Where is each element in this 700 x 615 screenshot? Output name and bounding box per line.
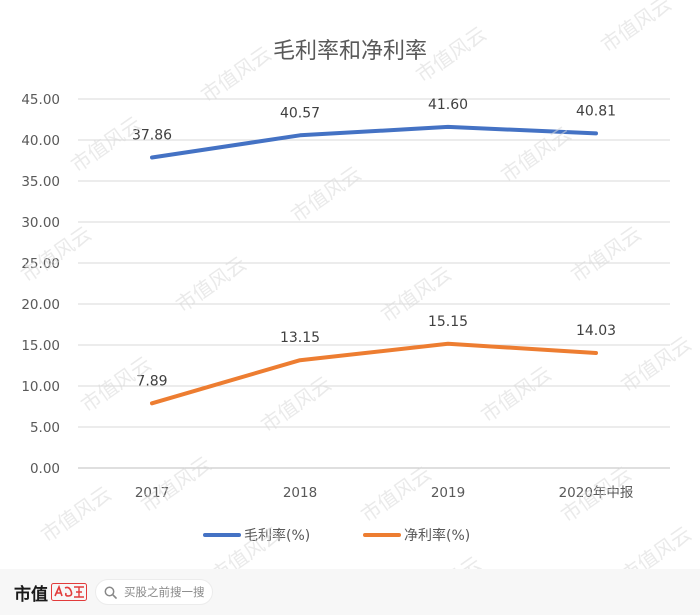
footer-bar: 市值 买股之前搜一搜 bbox=[0, 569, 700, 615]
y-tick-label: 45.00 bbox=[21, 92, 60, 108]
y-tick-label: 20.00 bbox=[21, 297, 60, 313]
series-line-1 bbox=[150, 124, 598, 160]
chart-title: 毛利率和净利率 bbox=[273, 39, 427, 64]
series-line-2 bbox=[150, 341, 598, 406]
search-icon bbox=[104, 585, 118, 599]
x-tick-label: 2020年中报 bbox=[559, 485, 634, 501]
y-tick-label: 15.00 bbox=[21, 338, 60, 354]
y-tick-label: 0.00 bbox=[30, 461, 60, 477]
legend-label: 毛利率(%) bbox=[244, 527, 310, 544]
chart-card: 毛利率和净利率 0.00 5.00 10.00 15.00 20.00 25.00 30.00… bbox=[0, 0, 700, 569]
y-tick-label: 5.00 bbox=[30, 420, 60, 436]
data-label: 40.81 bbox=[576, 103, 616, 119]
y-tick-label: 25.00 bbox=[21, 256, 60, 272]
data-label: 15.15 bbox=[428, 314, 468, 330]
x-tick-label: 2019 bbox=[431, 485, 465, 501]
y-tick-label: 35.00 bbox=[21, 174, 60, 190]
legend-label: 净利率(%) bbox=[404, 527, 470, 544]
x-tick-label: 2017 bbox=[135, 485, 169, 501]
data-label: 37.86 bbox=[132, 128, 172, 144]
brand-name: 市值 bbox=[14, 584, 48, 605]
y-tick-label: 30.00 bbox=[21, 215, 60, 231]
line-chart: 毛利率和净利率 0.00 5.00 10.00 15.00 20.00 25.00 30.00… bbox=[21, 39, 670, 544]
y-tick-label: 10.00 bbox=[21, 379, 60, 395]
data-label: 7.89 bbox=[136, 373, 167, 389]
search-box[interactable]: 买股之前搜一搜 bbox=[95, 579, 213, 605]
data-label: 14.03 bbox=[576, 323, 616, 339]
x-tick-label: 2018 bbox=[283, 485, 317, 501]
y-tick-label: 40.00 bbox=[21, 133, 60, 149]
brand-mark-icon bbox=[51, 583, 87, 601]
data-label: 41.60 bbox=[428, 97, 468, 113]
search-placeholder: 买股之前搜一搜 bbox=[124, 585, 205, 599]
data-label: 13.15 bbox=[280, 330, 320, 346]
brand-logo[interactable]: 市值 bbox=[14, 581, 87, 605]
data-label: 40.57 bbox=[280, 105, 320, 121]
